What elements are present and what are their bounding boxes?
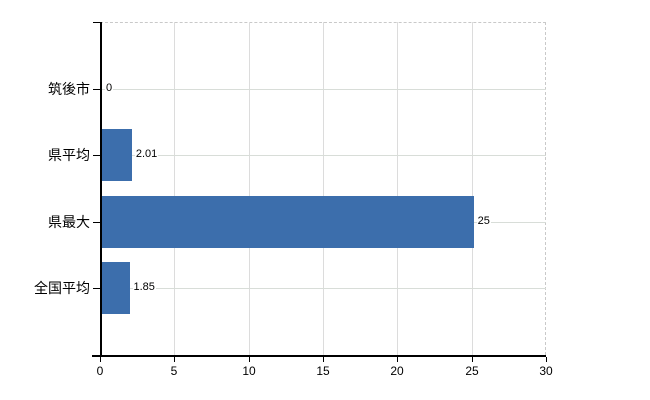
- vertical-gridline: [471, 22, 473, 355]
- vertical-gridline: [397, 22, 399, 355]
- bar: [102, 196, 474, 248]
- x-axis-tick: [323, 357, 324, 362]
- bar: [102, 262, 130, 314]
- x-axis-tick: [472, 357, 473, 362]
- vertical-gridline: [323, 22, 324, 355]
- horizontal-gridline: [101, 288, 546, 289]
- category-label: 全国平均: [34, 280, 90, 296]
- horizontal-gridline: [101, 155, 546, 156]
- category-label: 県平均: [48, 147, 90, 163]
- bar: [102, 129, 132, 181]
- y-axis-tick: [93, 22, 100, 23]
- x-axis-tick: [249, 357, 250, 362]
- data-label: 1.85: [132, 281, 156, 294]
- horizontal-gridline: [101, 89, 546, 90]
- y-axis-tick: [93, 288, 100, 289]
- data-label: 0: [105, 82, 114, 95]
- y-axis-tick: [93, 222, 100, 223]
- x-axis-tick: [174, 357, 175, 362]
- y-axis-tick: [93, 89, 100, 90]
- category-label: 県最大: [48, 214, 90, 230]
- y-axis: [100, 22, 102, 357]
- x-tick-label: 20: [390, 364, 404, 378]
- x-tick-label: 5: [170, 364, 178, 378]
- data-label: 25: [476, 215, 491, 228]
- vertical-gridline: [174, 22, 176, 355]
- x-axis-tick: [397, 357, 398, 362]
- x-tick-label: 0: [96, 364, 104, 378]
- vertical-gridline: [248, 22, 250, 355]
- x-axis: [92, 355, 546, 357]
- data-label: 2.01: [134, 148, 159, 161]
- x-tick-label: 25: [465, 364, 479, 378]
- y-axis-tick: [93, 155, 100, 156]
- x-tick-label: 30: [539, 364, 553, 378]
- x-axis-tick: [546, 357, 547, 362]
- x-tick-label: 15: [316, 364, 330, 378]
- category-label: 筑後市: [48, 81, 90, 97]
- x-tick-label: 10: [242, 364, 256, 378]
- x-axis-tick: [100, 357, 101, 362]
